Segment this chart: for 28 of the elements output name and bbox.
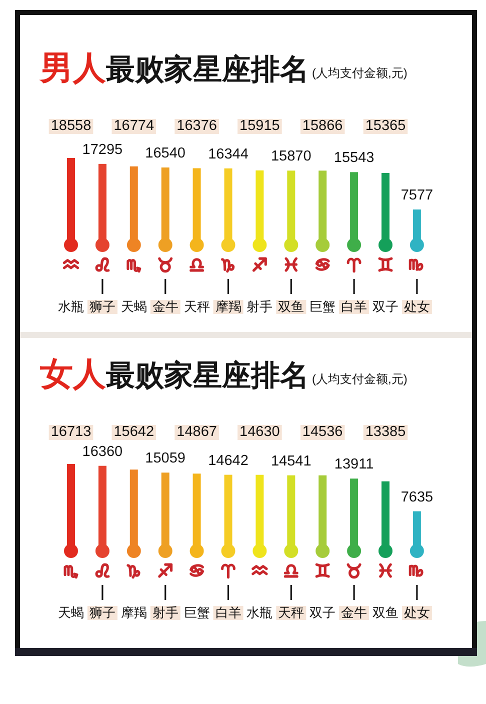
data-label: 7577 (400, 187, 434, 204)
data-label: 15543 (334, 150, 374, 166)
x-tick-label: 巨蟹 (310, 299, 336, 314)
x-tick-label: 水瓶 (58, 299, 84, 314)
data-label: 17295 (82, 142, 123, 158)
x-tick-label: 双子 (310, 605, 336, 620)
data-label: 16344 (208, 146, 248, 162)
x-tick-label: 双鱼 (372, 605, 398, 620)
data-label: 16540 (145, 145, 186, 162)
data-label: 16360 (82, 444, 123, 460)
chart-title: 女人最败家星座排名 (39, 355, 309, 392)
data-label: 14642 (208, 452, 248, 469)
chart-subtitle: (人均支付金额,元) (312, 372, 408, 386)
chart-title: 男人最败家星座排名 (39, 49, 309, 86)
data-label: 7635 (400, 489, 434, 506)
x-tick-label: 摩羯 (120, 605, 147, 620)
data-label: 13911 (334, 456, 374, 473)
data-label: 15059 (145, 450, 186, 467)
x-tick-label: 巨蟹 (184, 605, 210, 620)
x-tick-label: 天秤 (184, 299, 210, 314)
chart-subtitle: (人均支付金额,元) (312, 66, 408, 80)
x-tick-label: 水瓶 (246, 605, 273, 620)
x-tick-label: 双子 (372, 299, 398, 314)
data-label: 14541 (270, 453, 312, 470)
x-tick-label: 天蝎 (58, 605, 84, 620)
x-tick-label: 天蝎 (120, 299, 147, 314)
data-label: 15870 (270, 148, 312, 165)
x-tick-label: 射手 (246, 299, 273, 314)
